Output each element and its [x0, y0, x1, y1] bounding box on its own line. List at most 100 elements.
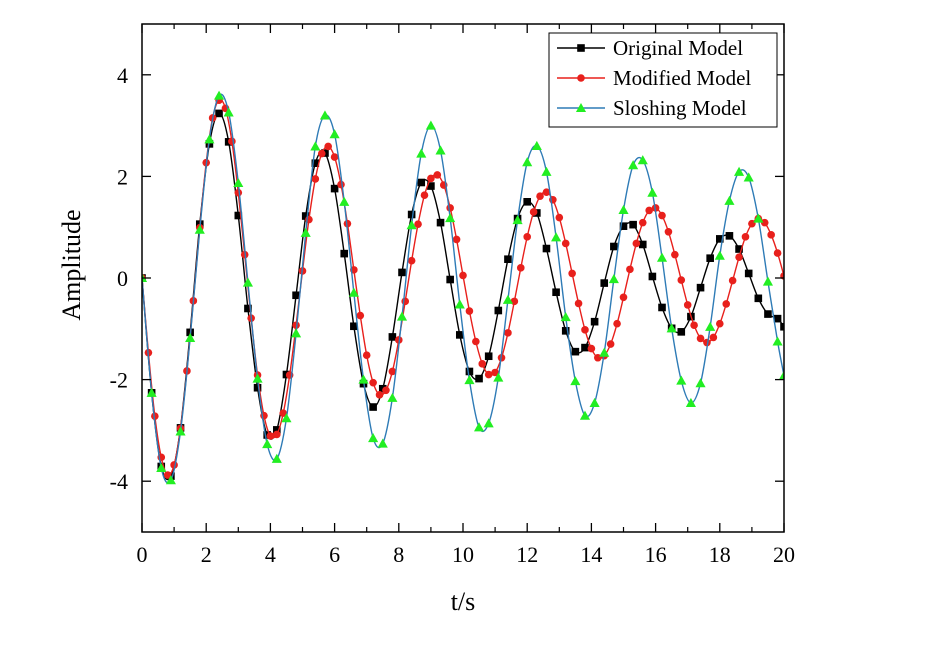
- data-point: [414, 220, 422, 228]
- data-point: [356, 311, 365, 320]
- data-point: [579, 410, 591, 420]
- data-point: [510, 297, 519, 306]
- data-point: [420, 191, 429, 199]
- data-point: [475, 374, 483, 383]
- data-point: [242, 277, 253, 287]
- data-point: [151, 412, 159, 420]
- data-point: [406, 220, 417, 230]
- data-point: [780, 322, 784, 331]
- data-point: [743, 172, 754, 182]
- data-point: [705, 321, 716, 331]
- legend-marker: [577, 44, 585, 52]
- data-point: [330, 153, 339, 161]
- data-point: [638, 218, 647, 227]
- data-point: [568, 269, 576, 278]
- data-point: [292, 291, 300, 300]
- data-point: [666, 323, 677, 333]
- x-tick-label: 14: [580, 542, 602, 567]
- data-point: [382, 386, 390, 395]
- data-point: [473, 422, 485, 432]
- data-point: [194, 224, 205, 234]
- data-point: [358, 374, 369, 384]
- data-point: [647, 187, 658, 197]
- data-point: [677, 276, 686, 284]
- data-point: [228, 137, 236, 146]
- data-point: [709, 333, 718, 342]
- data-point: [185, 332, 196, 342]
- data-point: [637, 155, 648, 165]
- data-point: [273, 430, 281, 439]
- data-point: [772, 336, 783, 346]
- data-point: [645, 206, 653, 215]
- data-point: [600, 279, 609, 287]
- data-point: [464, 375, 475, 385]
- data-point: [552, 288, 560, 297]
- data-point: [234, 211, 243, 220]
- data-point: [401, 297, 410, 306]
- data-point: [215, 109, 223, 118]
- data-point: [317, 149, 326, 158]
- data-point: [362, 351, 371, 360]
- data-point: [581, 326, 589, 334]
- data-point: [599, 347, 610, 357]
- x-tick-label: 8: [393, 542, 404, 567]
- data-point: [724, 195, 735, 205]
- data-point: [483, 418, 494, 428]
- data-point: [435, 145, 446, 155]
- data-point: [531, 140, 542, 150]
- data-point: [262, 439, 273, 449]
- data-point: [387, 392, 398, 402]
- data-point: [542, 244, 551, 253]
- data-point: [542, 188, 551, 196]
- data-point: [754, 294, 763, 303]
- data-point: [416, 148, 427, 158]
- data-point: [324, 142, 332, 151]
- y-tick-label: 0: [117, 266, 128, 291]
- data-point: [677, 328, 686, 336]
- data-point: [163, 471, 172, 479]
- data-point: [377, 438, 388, 448]
- y-tick-label: -2: [110, 368, 128, 393]
- data-point: [253, 383, 262, 392]
- data-point: [213, 90, 225, 100]
- data-point: [512, 215, 523, 225]
- series-triangle: [142, 90, 784, 485]
- y-tick-label: -4: [110, 469, 128, 494]
- data-point: [446, 204, 454, 212]
- legend-label: Original Model: [613, 36, 743, 60]
- legend-label: Modified Model: [613, 66, 751, 90]
- data-point: [311, 159, 320, 167]
- data-point: [523, 233, 531, 241]
- data-point: [560, 312, 571, 322]
- data-point: [339, 196, 350, 206]
- data-point: [570, 376, 581, 386]
- data-point: [337, 180, 345, 189]
- data-point: [561, 239, 570, 248]
- data-point: [778, 370, 784, 380]
- legend-label: Sloshing Model: [613, 96, 747, 120]
- data-point: [234, 188, 243, 197]
- x-axis-label: t/s: [451, 587, 476, 616]
- data-point: [271, 453, 282, 463]
- data-point: [589, 397, 600, 408]
- data-point: [658, 211, 666, 220]
- data-point: [407, 210, 416, 219]
- series-line: [142, 93, 784, 484]
- data-point: [619, 293, 628, 302]
- series-line: [142, 112, 784, 481]
- data-point: [716, 319, 724, 328]
- y-tick-label: 2: [117, 164, 128, 189]
- data-point: [417, 178, 426, 187]
- data-point: [455, 331, 464, 339]
- data-point: [671, 250, 679, 259]
- data-point: [281, 413, 292, 423]
- data-point: [676, 375, 687, 385]
- data-point: [685, 397, 696, 408]
- data-point: [610, 242, 618, 251]
- data-point: [696, 283, 705, 292]
- data-point: [656, 252, 668, 262]
- data-point: [301, 212, 310, 220]
- data-point: [773, 249, 782, 257]
- data-point: [146, 387, 157, 397]
